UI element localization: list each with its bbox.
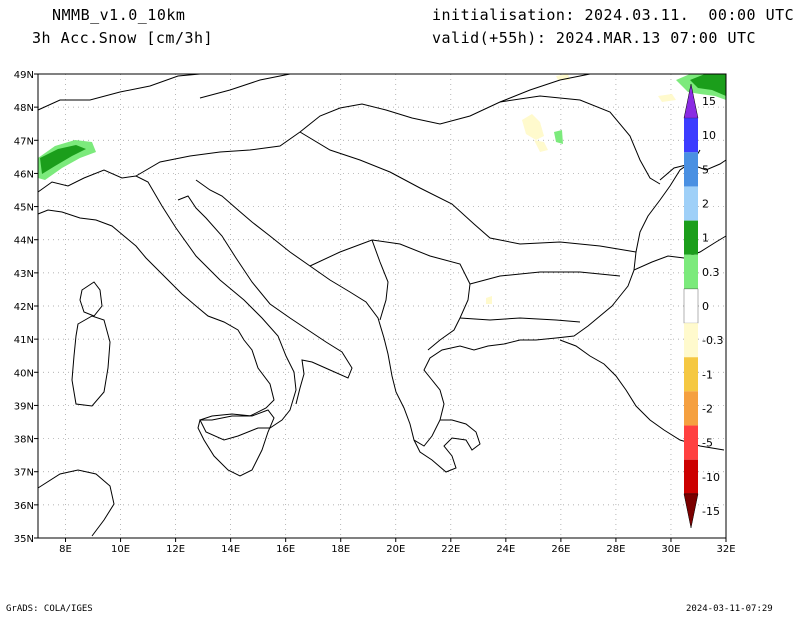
colorbar-label: 10 <box>702 129 716 142</box>
neg-small-3 <box>486 296 492 304</box>
colorbar-label: -1 <box>702 368 713 381</box>
valid-time: valid(+55h): 2024.MAR.13 07:00 UTC <box>432 29 757 47</box>
lat-label: 36N <box>14 501 34 512</box>
carpathian-neg-2 <box>534 140 548 152</box>
lon-label: 28E <box>606 544 625 555</box>
grid-lines <box>38 74 726 538</box>
lat-label: 39N <box>14 401 34 412</box>
turkey-coast <box>559 339 725 451</box>
colorbar-label: 0 <box>702 300 709 313</box>
border-hu-ro <box>299 131 637 253</box>
lon-label: 18E <box>331 544 350 555</box>
sicily <box>197 409 275 477</box>
balkan-coast <box>195 149 701 447</box>
italy-coast-east <box>177 195 353 405</box>
lat-label: 45N <box>14 203 34 214</box>
colorbar-label: -2 <box>702 402 713 415</box>
lon-label: 14E <box>221 544 240 555</box>
lat-label: 48N <box>14 103 34 114</box>
lon-label: 32E <box>716 544 735 555</box>
lat-label: 37N <box>14 468 34 479</box>
colorbar-arrow-bottom <box>683 493 699 529</box>
colorbar-swatch <box>684 186 698 221</box>
latitude-labels: 49N 48N 47N 46N 45N 44N 43N 42N 41N 40N 39N 38N 37N 3… <box>14 70 38 545</box>
lon-label: 20E <box>386 544 405 555</box>
colorbar-swatch <box>683 288 699 324</box>
alps-snow-dark <box>40 145 86 174</box>
border-balkans <box>309 239 471 351</box>
lon-label: 22E <box>441 544 460 555</box>
coastlines-borders <box>37 73 727 537</box>
colorbar-swatch <box>684 391 698 426</box>
lon-label: 26E <box>551 544 570 555</box>
footer-credit: GrADS: COLA/IGES <box>6 604 93 614</box>
colorbar: 15 10 5 2 1 0.3 0 -0.3 -1 -2 -5 -10 -15 <box>683 83 723 529</box>
colorbar-label: 2 <box>702 198 709 211</box>
model-title: NMMB_v1.0_10km <box>52 6 186 24</box>
colorbar-swatch <box>684 357 698 392</box>
lat-label: 49N <box>14 70 34 81</box>
colorbar-swatch <box>684 254 698 289</box>
colorbar-label: 0.3 <box>702 266 720 279</box>
italy-coast-west <box>37 169 297 441</box>
lon-label: 16E <box>276 544 295 555</box>
initialisation-time: initialisation: 2024.03.11. 00:00 UTC <box>432 6 795 24</box>
carpathian-neg-1 <box>522 114 544 140</box>
colorbar-label: -0.3 <box>702 334 723 347</box>
greece-peninsula <box>413 419 481 473</box>
colorbar-swatch <box>684 459 698 494</box>
lon-label: 12E <box>166 544 185 555</box>
colorbar-swatch <box>684 152 698 187</box>
lon-label: 8E <box>59 544 72 555</box>
colorbar-label: -10 <box>702 471 720 484</box>
map-frame <box>37 73 727 539</box>
border-north <box>37 73 291 111</box>
neg-small-1 <box>658 94 676 102</box>
colorbar-label: 5 <box>702 163 709 176</box>
lat-label: 43N <box>14 269 34 280</box>
longitude-labels: 8E 10E 12E 14E 16E 18E 20E 22E 24E 26E 28E 30E 32E <box>59 538 736 555</box>
colorbar-label: -5 <box>702 437 713 450</box>
lat-label: 42N <box>14 302 34 313</box>
snow-patches <box>38 74 726 304</box>
lat-label: 35N <box>14 534 34 545</box>
lat-label: 47N <box>14 136 34 147</box>
lat-label: 41N <box>14 335 34 346</box>
lon-label: 24E <box>496 544 515 555</box>
colorbar-swatch <box>684 220 698 255</box>
colorbar-swatch <box>684 118 698 153</box>
colorbar-label: 1 <box>702 232 709 245</box>
colorbar-label: -15 <box>702 505 720 518</box>
variable-title: 3h Acc.Snow [cm/3h] <box>32 29 214 47</box>
border-bg <box>459 271 621 323</box>
sardinia <box>71 315 111 407</box>
tunisia-coast <box>37 469 115 537</box>
carpathian-snow-green <box>554 130 563 144</box>
lon-label: 30E <box>661 544 680 555</box>
colorbar-swatch <box>684 425 698 460</box>
corsica <box>79 281 103 317</box>
colorbar-swatch <box>684 323 698 358</box>
footer-timestamp: 2024-03-11-07:29 <box>686 604 773 614</box>
border-ro-ua <box>499 95 661 185</box>
border-central <box>135 73 591 177</box>
ukraine-snow-dark <box>690 74 726 96</box>
lat-label: 46N <box>14 169 34 180</box>
colorbar-label: 15 <box>702 95 716 108</box>
lat-label: 40N <box>14 368 34 379</box>
lon-label: 10E <box>111 544 130 555</box>
lat-label: 38N <box>14 435 34 446</box>
lat-label: 44N <box>14 236 34 247</box>
